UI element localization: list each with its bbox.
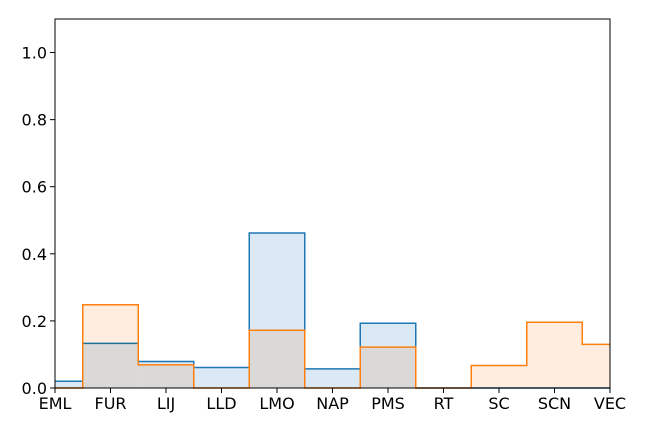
x-tick-label-lld: LLD: [206, 394, 236, 413]
x-tick-label-vec: VEC: [594, 394, 626, 413]
series-2: [55, 304, 610, 389]
x-tick-label-rt: RT: [434, 394, 454, 413]
x-axis: EML FUR LIJ LLD LMO NAP PMS RT SC SCN VEC: [39, 388, 626, 413]
series-2-step-lmo: [249, 330, 305, 388]
y-tick-label-3: 0.6: [22, 178, 47, 197]
series-2-step-sc: [471, 365, 527, 388]
x-tick-label-fur: FUR: [94, 394, 126, 413]
series-2-step-pms: [360, 347, 416, 388]
series-layer: [55, 232, 610, 389]
y-axis: 0.0 0.2 0.4 0.6 0.8 1.0: [22, 44, 55, 398]
x-tick-label-nap: NAP: [316, 394, 349, 413]
y-tick-label-0: 0.0: [22, 379, 47, 398]
x-tick-label-lij: LIJ: [157, 394, 175, 413]
x-tick-label-sc: SC: [488, 394, 509, 413]
series-2-step-fur: [82, 304, 139, 388]
x-tick-label-lmo: LMO: [259, 394, 294, 413]
x-tick-label-eml: EML: [39, 394, 72, 413]
series-2-step-lij: [138, 364, 194, 388]
y-tick-label-4: 0.8: [22, 111, 47, 130]
series-2-step-vec: [582, 344, 610, 388]
x-tick-label-scn: SCN: [538, 394, 571, 413]
y-tick-label-1: 0.2: [22, 312, 47, 331]
y-tick-label-5: 1.0: [22, 44, 47, 63]
x-tick-label-pms: PMS: [371, 394, 405, 413]
series-2-step-scn: [526, 322, 583, 388]
series-1-step-lld: [193, 367, 250, 388]
series-1-step-nap: [304, 368, 361, 388]
series-1-step-eml: [55, 381, 83, 388]
y-tick-label-2: 0.4: [22, 245, 47, 264]
